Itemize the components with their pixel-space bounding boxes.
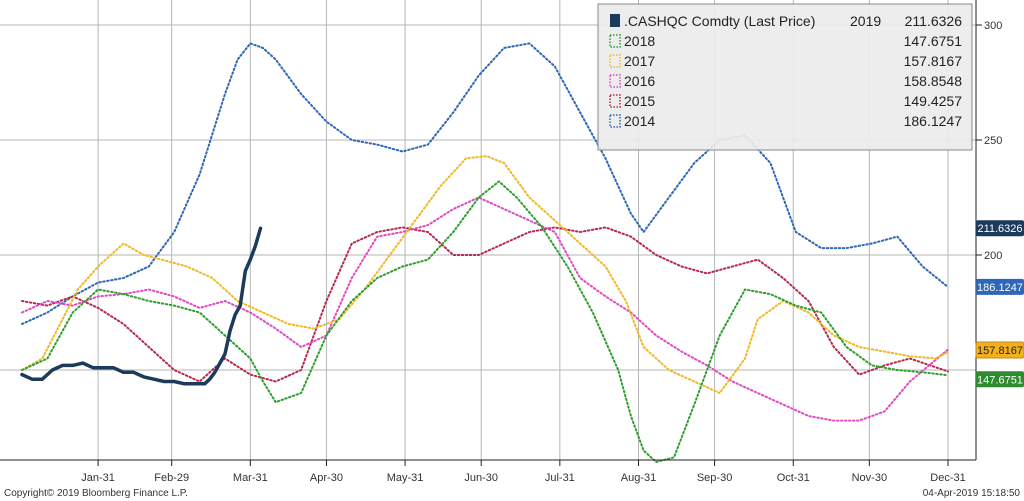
legend: .CASHQC Comdty (Last Price) 2019 211.632… — [597, 3, 973, 151]
legend-name-2017: 2017 — [624, 53, 655, 69]
last-value-tag-text-2017: 157.8167 — [977, 345, 1023, 357]
legend-swatch-2019 — [610, 14, 620, 27]
legend-swatch-2015 — [609, 94, 621, 108]
last-value-tags: 211.6326 147.6751 157.8167 186.1247 — [975, 220, 1024, 388]
series-line-2016 — [21, 196, 949, 422]
last-value-tag-text-2019: 211.6326 — [977, 223, 1022, 235]
legend-name-2015: 2015 — [624, 93, 655, 109]
x-tick-label-11: Dec-31 — [930, 472, 965, 484]
x-tick-label-2: Mar-31 — [233, 472, 268, 484]
legend-value-2018: 147.6751 — [904, 33, 963, 49]
x-tick-label-0: Jan-31 — [81, 472, 115, 484]
series-line-2019 — [20, 226, 263, 386]
x-axis-ticks: Jan-31 Feb-29 Mar-31 Apr-30 May-31 Jun-30 Jul-… — [81, 460, 966, 484]
x-tick-label-4: May-31 — [387, 472, 424, 484]
y-tick-label-0: 300 — [984, 20, 1002, 32]
y-tick-label-2: 200 — [984, 250, 1002, 262]
last-value-tag-pointer-2014 — [976, 281, 982, 292]
x-tick-label-9: Oct-31 — [777, 472, 810, 484]
x-tick-label-3: Apr-30 — [310, 472, 343, 484]
x-tick-label-5: Jun-30 — [464, 472, 498, 484]
legend-value-2016: 158.8548 — [904, 73, 963, 89]
legend-value-2015: 149.4257 — [904, 93, 963, 109]
last-value-tag-pointer-2017 — [976, 345, 982, 356]
legend-value-2017: 157.8167 — [904, 53, 963, 69]
legend-rows: 2018 147.6751 2017 157.8167 2016 158.8548 2015… — [609, 33, 963, 129]
legend-box — [597, 3, 973, 151]
last-value-tag-text-2014: 186.1247 — [977, 282, 1023, 294]
last-value-tag-text-2018: 147.6751 — [977, 374, 1023, 386]
last-value-tag-pointer-2018 — [976, 374, 982, 385]
x-tick-label-10: Nov-30 — [852, 472, 887, 484]
legend-swatch-2014 — [609, 114, 621, 128]
timestamp-text: 04-Apr-2019 15:18:50 — [923, 488, 1021, 499]
legend-name-2018: 2018 — [624, 33, 655, 49]
series-line-2014 — [21, 42, 949, 325]
last-value-tag-2018 — [976, 371, 1024, 388]
last-value-tag-2019 — [976, 220, 1024, 237]
legend-name-2019: 2019 — [850, 13, 881, 29]
y-tick-label-1: 250 — [984, 135, 1002, 147]
series-layer — [20, 42, 949, 463]
last-value-tag-2014 — [976, 278, 1024, 295]
x-tick-label-7: Aug-31 — [621, 472, 656, 484]
last-value-tag-pointer-2019 — [976, 223, 982, 234]
series-line-2017 — [21, 155, 949, 394]
x-tick-label-1: Feb-29 — [154, 472, 189, 484]
legend-value-2019: 211.6326 — [905, 13, 963, 29]
legend-swatch-2016 — [609, 74, 621, 88]
legend-value-2014: 186.1247 — [904, 113, 963, 129]
legend-name-2016: 2016 — [624, 73, 655, 89]
legend-title: .CASHQC Comdty (Last Price) — [624, 13, 815, 29]
legend-name-2014: 2014 — [624, 113, 655, 129]
series-line-2018 — [21, 180, 949, 463]
legend-swatch-2017 — [609, 54, 621, 68]
x-tick-label-8: Sep-30 — [697, 472, 732, 484]
copyright-text: Copyright© 2019 Bloomberg Finance L.P. — [4, 488, 188, 499]
series-line-2015 — [21, 226, 949, 383]
x-tick-label-6: Jul-31 — [545, 472, 575, 484]
legend-swatch-2018 — [609, 34, 621, 48]
y-axis-ticks: 300 250 200 — [976, 20, 1002, 262]
